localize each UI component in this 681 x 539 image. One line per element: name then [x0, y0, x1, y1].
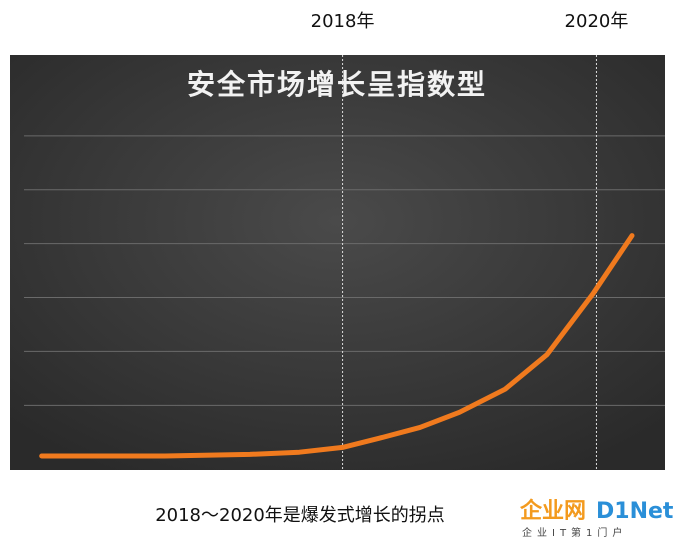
logo-brand: D1Net — [596, 499, 674, 524]
reference-label: 2018年 — [311, 11, 375, 32]
reference-label: 2020年 — [565, 11, 629, 32]
chart-title: 安全市场增长呈指数型 — [187, 68, 487, 101]
logo-name: 企业网 — [519, 498, 586, 524]
caption: 2018～2020年是爆发式增长的拐点 — [155, 505, 445, 526]
logo-tagline: 企业IT第1门户 — [522, 526, 627, 539]
plot-background — [10, 55, 665, 470]
line — [39, 233, 635, 459]
